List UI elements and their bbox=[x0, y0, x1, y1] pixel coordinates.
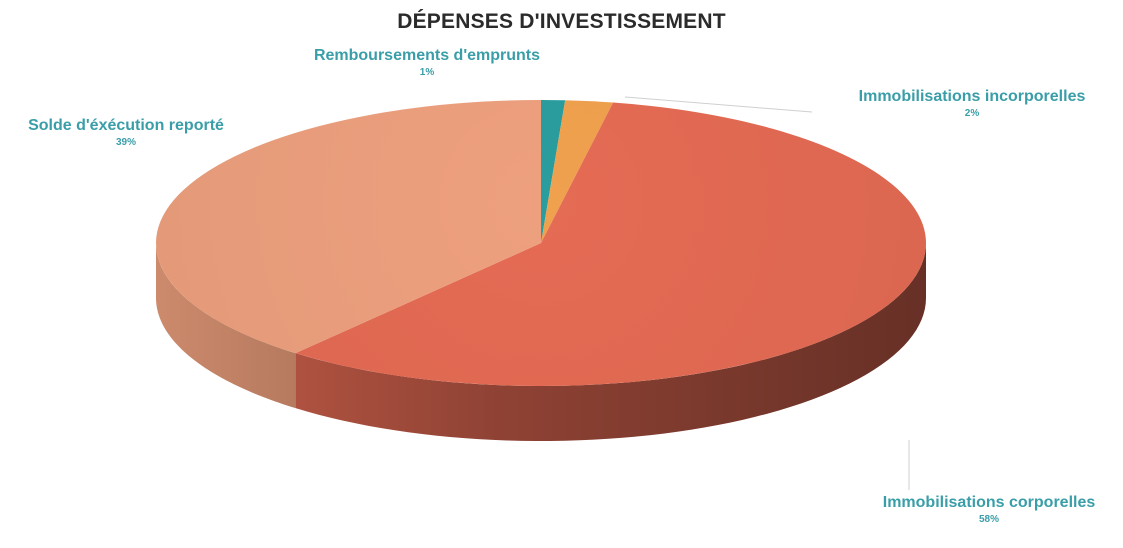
pie-side-walls bbox=[156, 243, 927, 441]
slice-label-name: Immobilisations incorporelles bbox=[858, 88, 1086, 105]
slice-2 bbox=[295, 102, 927, 386]
slice-1 bbox=[541, 100, 614, 243]
slice-3 bbox=[156, 100, 541, 354]
slice-label-name: Remboursements d'emprunts bbox=[313, 47, 541, 64]
leader-line-0 bbox=[624, 96, 813, 113]
slice-side-2 bbox=[295, 243, 927, 441]
slice-label-corporelles: Immobilisations corporelles 58% bbox=[858, 494, 1120, 526]
slice-label-remboursements: Remboursements d'emprunts 1% bbox=[292, 47, 562, 79]
slice-0 bbox=[541, 99, 566, 243]
pie-top-faces bbox=[156, 99, 927, 386]
slice-label-incorporelles: Immobilisations incorporelles 2% bbox=[832, 88, 1112, 120]
slice-label-percent: 1% bbox=[419, 67, 435, 79]
slice-label-percent: 39% bbox=[115, 137, 136, 149]
slice-label-solde: Solde d'éxécution reporté 39% bbox=[0, 117, 256, 149]
slice-label-percent: 2% bbox=[964, 108, 980, 120]
chart-title: DÉPENSES D'INVESTISSEMENT bbox=[397, 10, 726, 33]
slice-side-3 bbox=[156, 243, 296, 409]
slice-label-name: Immobilisations corporelles bbox=[882, 494, 1096, 511]
slice-label-percent: 58% bbox=[978, 514, 999, 526]
slice-label-name: Solde d'éxécution reporté bbox=[28, 117, 224, 134]
